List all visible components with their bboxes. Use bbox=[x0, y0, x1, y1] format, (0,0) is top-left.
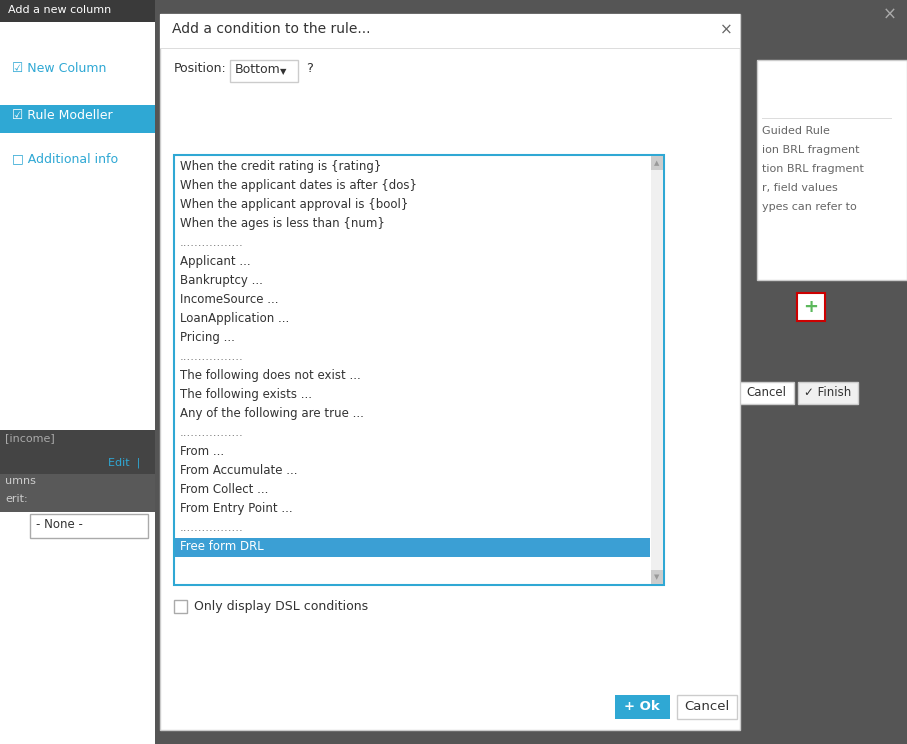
Text: IncomeSource ...: IncomeSource ... bbox=[180, 293, 278, 306]
Bar bbox=[677, 695, 737, 719]
Text: ?: ? bbox=[306, 62, 313, 75]
Bar bbox=[230, 60, 298, 82]
Bar bbox=[615, 695, 670, 719]
Text: .................: ................. bbox=[180, 521, 244, 534]
Text: + Ok: + Ok bbox=[624, 701, 660, 713]
Text: When the ages is less than {num}: When the ages is less than {num} bbox=[180, 217, 385, 230]
Text: tion BRL fragment: tion BRL fragment bbox=[762, 164, 863, 174]
Text: □ Additional info: □ Additional info bbox=[12, 152, 118, 165]
Text: From Accumulate ...: From Accumulate ... bbox=[180, 464, 297, 477]
Bar bbox=[651, 156, 663, 170]
Text: LoanApplication ...: LoanApplication ... bbox=[180, 312, 289, 325]
Text: ypes can refer to: ypes can refer to bbox=[762, 202, 857, 212]
Text: r, field values: r, field values bbox=[762, 183, 838, 193]
Text: The following exists ...: The following exists ... bbox=[180, 388, 312, 401]
Text: ☑ New Column: ☑ New Column bbox=[12, 62, 106, 75]
Text: ▼: ▼ bbox=[280, 67, 287, 76]
Bar bbox=[738, 382, 794, 404]
Bar bbox=[175, 538, 650, 557]
Bar bbox=[0, 454, 155, 474]
Bar bbox=[230, 60, 298, 82]
Bar bbox=[797, 293, 825, 321]
Text: Bottom: Bottom bbox=[235, 63, 281, 76]
Text: Pricing ...: Pricing ... bbox=[180, 331, 235, 344]
Text: - None -: - None - bbox=[36, 518, 83, 531]
Bar bbox=[762, 118, 892, 119]
Text: .................: ................. bbox=[180, 426, 244, 439]
Bar bbox=[738, 382, 794, 404]
Text: +: + bbox=[804, 298, 818, 316]
Bar bbox=[174, 155, 664, 585]
Bar bbox=[160, 14, 740, 730]
Text: Free form DRL: Free form DRL bbox=[180, 540, 264, 553]
Text: erit:: erit: bbox=[5, 494, 27, 504]
Bar bbox=[0, 0, 155, 744]
Bar bbox=[174, 155, 664, 585]
Text: ▼: ▼ bbox=[654, 574, 659, 580]
Bar bbox=[651, 570, 663, 584]
Bar bbox=[174, 600, 187, 613]
Text: Bankruptcy ...: Bankruptcy ... bbox=[180, 274, 263, 287]
Bar bbox=[30, 514, 148, 538]
Text: Position:: Position: bbox=[174, 62, 227, 75]
Text: Any of the following are true ...: Any of the following are true ... bbox=[180, 407, 364, 420]
Text: Add a new column: Add a new column bbox=[8, 5, 112, 15]
Text: From Collect ...: From Collect ... bbox=[180, 483, 268, 496]
Text: ▲: ▲ bbox=[654, 160, 659, 166]
Bar bbox=[757, 60, 907, 280]
Text: Cancel: Cancel bbox=[746, 386, 786, 400]
Text: .................: ................. bbox=[180, 350, 244, 363]
Text: Only display DSL conditions: Only display DSL conditions bbox=[194, 600, 368, 613]
Bar bbox=[0, 0, 155, 22]
Bar bbox=[798, 382, 858, 404]
Bar bbox=[0, 474, 155, 492]
Text: ✓ Finish: ✓ Finish bbox=[805, 386, 852, 400]
Bar bbox=[757, 60, 907, 280]
Text: Guided Rule: Guided Rule bbox=[762, 126, 830, 136]
Bar bbox=[0, 492, 155, 512]
Bar bbox=[0, 430, 155, 454]
Text: From Entry Point ...: From Entry Point ... bbox=[180, 502, 293, 515]
Text: .................: ................. bbox=[180, 236, 244, 249]
Text: ion BRL fragment: ion BRL fragment bbox=[762, 145, 860, 155]
Bar bbox=[651, 156, 663, 584]
Text: Applicant ...: Applicant ... bbox=[180, 255, 250, 268]
Text: Edit  |: Edit | bbox=[108, 457, 141, 467]
Bar bbox=[798, 382, 858, 404]
Bar bbox=[160, 14, 740, 730]
Bar bbox=[30, 514, 148, 538]
Text: umns: umns bbox=[5, 476, 36, 486]
Text: When the applicant dates is after {dos}: When the applicant dates is after {dos} bbox=[180, 179, 417, 192]
Text: When the credit rating is {rating}: When the credit rating is {rating} bbox=[180, 160, 381, 173]
Text: Cancel: Cancel bbox=[685, 701, 729, 713]
Text: [income]: [income] bbox=[5, 433, 54, 443]
Bar bbox=[797, 293, 825, 321]
Text: Add a condition to the rule...: Add a condition to the rule... bbox=[172, 22, 370, 36]
Text: ×: × bbox=[719, 22, 732, 37]
Text: The following does not exist ...: The following does not exist ... bbox=[180, 369, 361, 382]
Bar bbox=[0, 105, 155, 133]
Bar bbox=[160, 14, 740, 48]
Text: ☑ Rule Modeller: ☑ Rule Modeller bbox=[12, 109, 112, 122]
Text: From ...: From ... bbox=[180, 445, 224, 458]
Bar bbox=[174, 600, 187, 613]
Text: ×: × bbox=[883, 6, 897, 24]
Bar bbox=[160, 48, 740, 49]
Bar bbox=[677, 695, 737, 719]
Text: When the applicant approval is {bool}: When the applicant approval is {bool} bbox=[180, 198, 408, 211]
